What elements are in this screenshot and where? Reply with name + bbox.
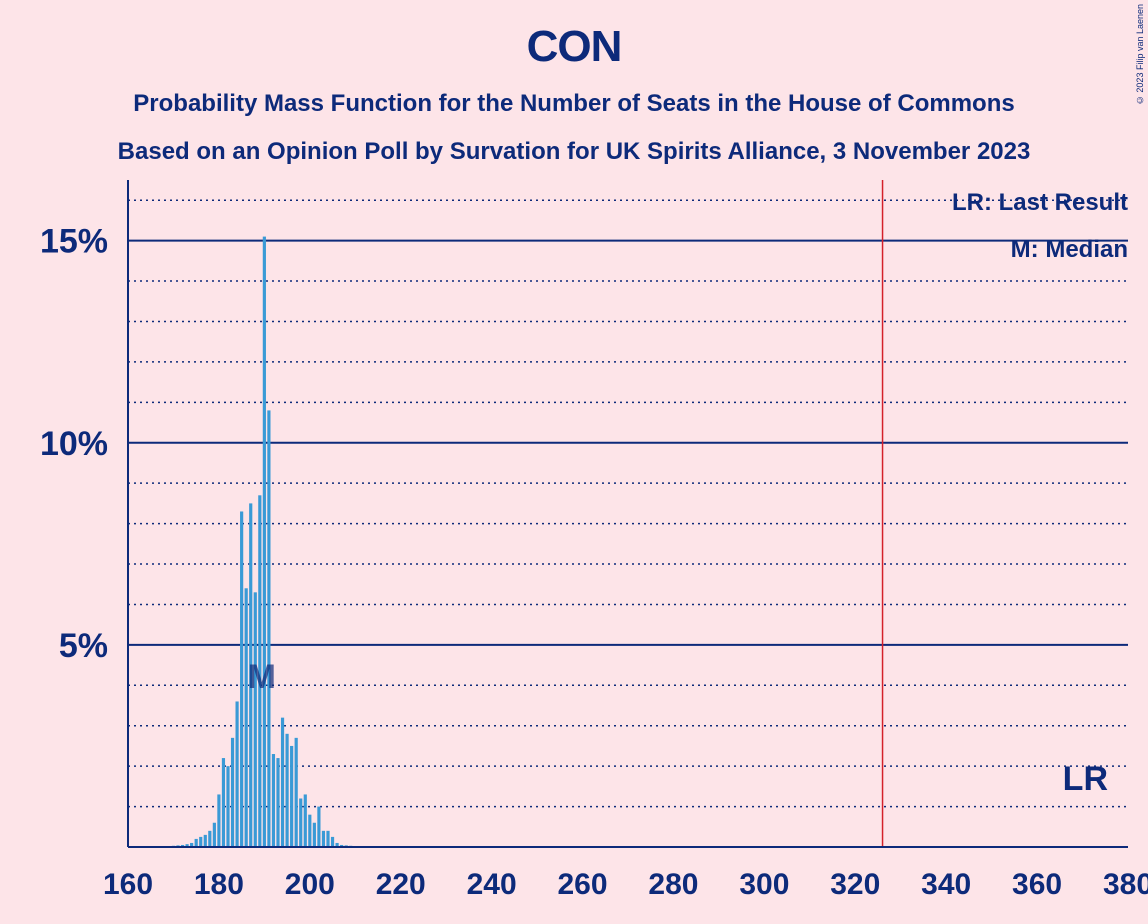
- x-tick-label: 220: [376, 868, 426, 901]
- x-tick-label: 180: [194, 868, 244, 901]
- x-tick-label: 280: [648, 868, 698, 901]
- bar: [285, 733, 289, 847]
- median-marker: M: [248, 658, 276, 696]
- bar: [249, 503, 253, 847]
- bar: [276, 758, 280, 847]
- chart-title: CON: [526, 22, 623, 71]
- y-tick-label: 15%: [40, 223, 108, 261]
- legend-median: M: Median: [1011, 236, 1128, 263]
- bar: [262, 236, 266, 847]
- x-tick-label: 240: [467, 868, 517, 901]
- bar: [244, 588, 248, 847]
- bar: [203, 834, 207, 847]
- y-tick-label: 10%: [40, 425, 108, 463]
- bar: [280, 717, 285, 847]
- bar: [299, 798, 303, 847]
- bar: [303, 794, 307, 847]
- bar: [190, 842, 194, 847]
- bar: [235, 701, 239, 847]
- chart-subtitle-poll: Based on an Opinion Poll by Survation fo…: [117, 138, 1031, 165]
- y-tick-label: 5%: [59, 627, 108, 665]
- x-tick-label: 260: [558, 868, 608, 901]
- y-tick-labels: 5% 10% 15%: [40, 223, 108, 665]
- bar: [208, 830, 212, 847]
- axes: [127, 180, 1128, 848]
- bar: [194, 838, 198, 847]
- bar: [212, 822, 216, 847]
- bar: [312, 822, 316, 847]
- x-tick-labels: 160 180 200 220 240 260 280 300 320 340 360 380: [103, 868, 1148, 901]
- bar-series: [162, 236, 366, 848]
- bar: [230, 737, 235, 847]
- grid-lines: [128, 199, 1128, 808]
- bar: [199, 836, 203, 847]
- legend-last-result: LR: Last Result: [952, 189, 1128, 216]
- bar: [294, 737, 298, 847]
- bar: [340, 844, 344, 847]
- bar: [326, 830, 330, 847]
- bar: [226, 766, 230, 847]
- bar: [290, 745, 294, 847]
- bar: [253, 592, 257, 847]
- x-tick-label: 200: [285, 868, 335, 901]
- x-tick-label: 320: [830, 868, 880, 901]
- bar: [185, 844, 189, 847]
- bar: [308, 814, 312, 847]
- x-tick-label: 360: [1012, 868, 1062, 901]
- chart-subtitle-method: Probability Mass Function for the Number…: [133, 90, 1015, 117]
- bar: [317, 806, 321, 847]
- x-tick-label: 380: [1103, 868, 1148, 901]
- bar: [221, 758, 226, 847]
- bar: [240, 511, 244, 847]
- x-tick-label: 160: [103, 868, 153, 901]
- bar: [330, 836, 335, 847]
- x-tick-label: 300: [739, 868, 789, 901]
- x-tick-label: 340: [921, 868, 971, 901]
- bar: [180, 844, 185, 847]
- bar: [217, 794, 221, 847]
- bar: [267, 410, 271, 847]
- bar: [271, 754, 276, 847]
- bar: [335, 842, 339, 847]
- last-result-marker: LR: [1063, 760, 1108, 798]
- bar: [258, 495, 262, 847]
- bar: [321, 830, 326, 847]
